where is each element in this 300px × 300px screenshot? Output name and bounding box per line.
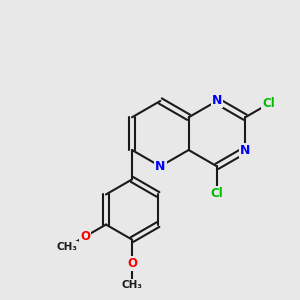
Text: CH₃: CH₃ — [56, 242, 77, 252]
Text: CH₃: CH₃ — [122, 280, 142, 290]
Text: Cl: Cl — [211, 187, 223, 200]
Text: O: O — [80, 230, 90, 243]
Text: N: N — [212, 94, 222, 107]
Text: N: N — [155, 160, 166, 173]
Text: N: N — [240, 143, 250, 157]
Text: O: O — [127, 257, 137, 270]
Text: Cl: Cl — [262, 98, 275, 110]
